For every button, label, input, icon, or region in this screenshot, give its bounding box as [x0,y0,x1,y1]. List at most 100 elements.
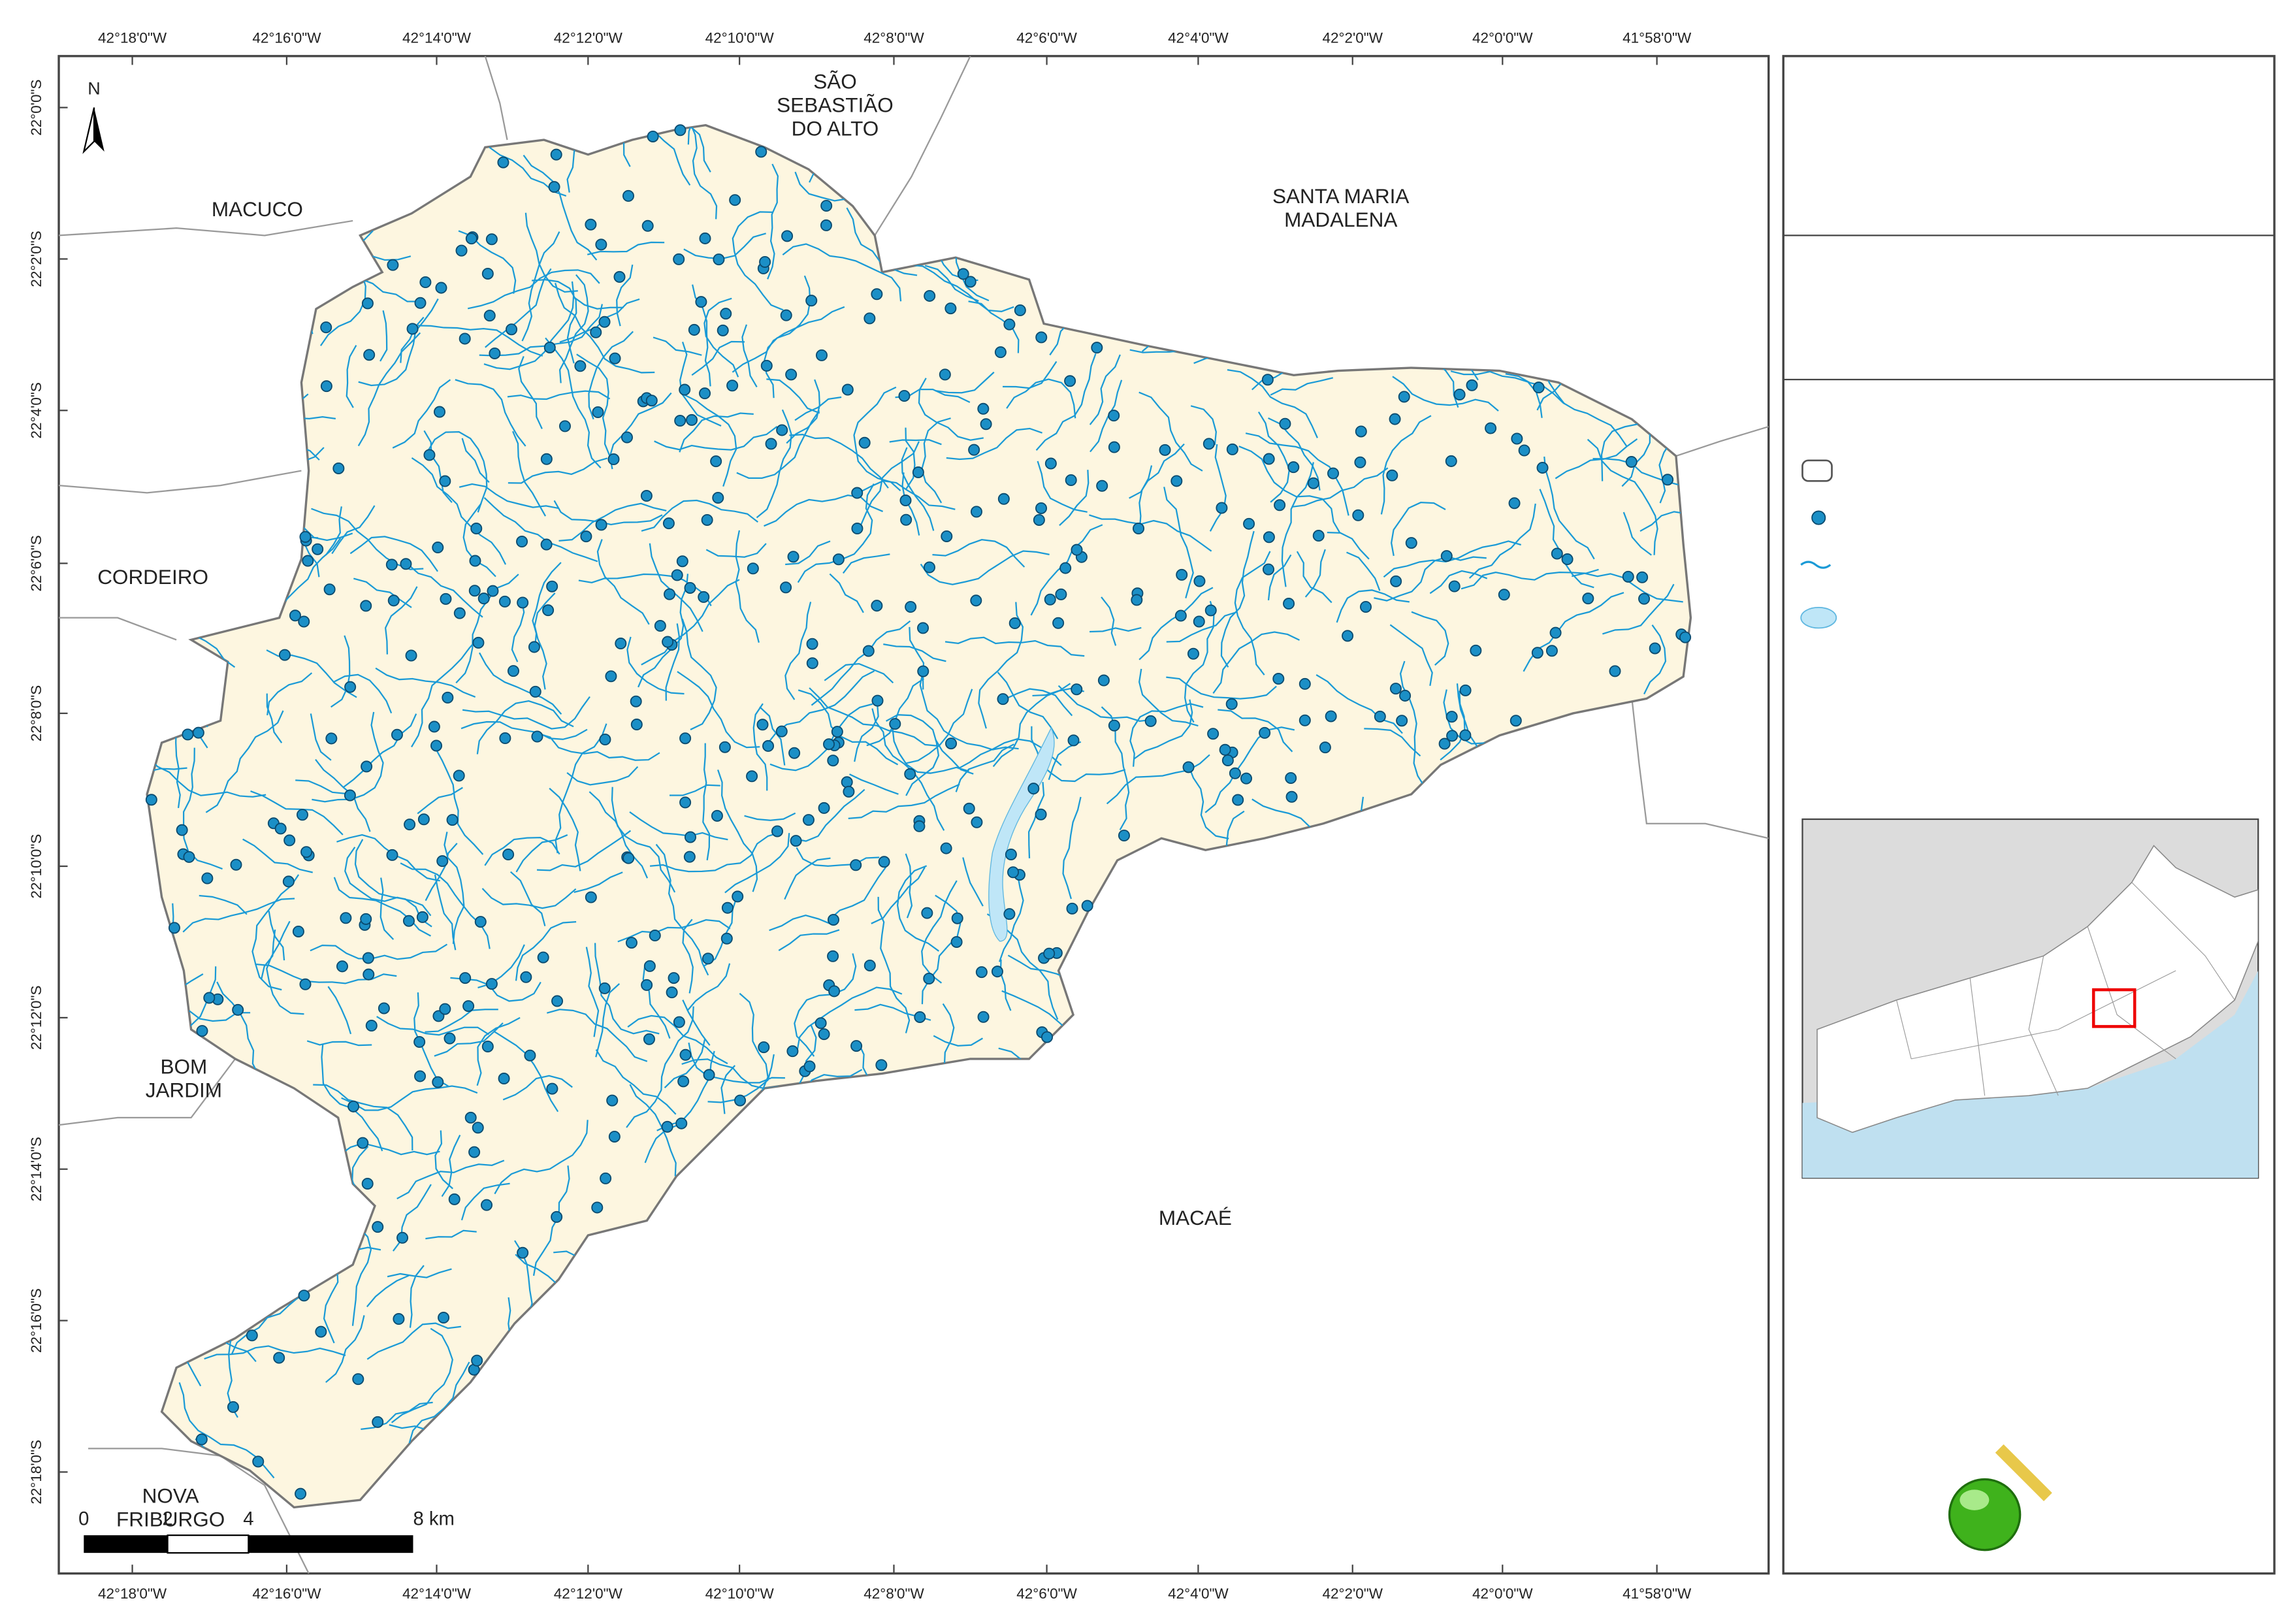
spring [1043,947,1056,960]
river [705,543,767,558]
spring [1097,674,1110,687]
spring [459,972,472,984]
spring [905,600,917,613]
spring [679,796,692,809]
spring [951,912,963,924]
river [216,981,260,1076]
spring [481,1040,494,1052]
place-label: NOVA [142,1484,199,1508]
river [1238,446,1341,534]
spring [803,1060,816,1073]
spring [717,324,729,336]
spring [360,600,372,612]
spring [347,1100,360,1112]
spring [531,730,543,743]
river [310,943,448,960]
river [411,638,479,748]
river [1090,626,1142,633]
river [555,282,655,374]
spring [806,657,818,670]
spring [1398,391,1410,403]
spring [540,453,553,465]
river [379,877,395,940]
spring [325,732,338,745]
river [1138,391,1203,472]
river [962,857,984,907]
spring [781,230,794,242]
spring [746,770,758,783]
spring [679,383,691,396]
scale-label: 0 [78,1508,89,1529]
spring [1262,563,1274,576]
spring [1649,642,1661,655]
spring [788,747,801,759]
river [1592,457,1691,528]
river [476,1016,521,1086]
lon-label: 42°2'0"W [1322,1585,1383,1602]
spring [787,551,799,563]
spring [1396,715,1408,727]
river [679,412,754,453]
river [256,964,397,984]
spring [898,389,911,402]
river [184,966,217,1038]
river [459,483,560,510]
spring [899,495,912,507]
spring [145,794,157,806]
spring [641,219,654,232]
spring [649,930,661,942]
spring [997,693,1009,706]
spring [1307,477,1319,489]
lon-label: 42°12'0"W [554,1585,623,1602]
spring [1071,544,1083,556]
spring [485,233,498,246]
spring [315,1325,327,1338]
river [1005,688,1073,717]
spring [246,1329,258,1342]
spring [1389,413,1401,425]
spring [851,487,864,499]
spring [387,259,399,271]
river [417,325,543,357]
river [691,340,745,376]
spring [1243,517,1255,530]
spring [1259,726,1271,739]
place-label: FRIBURGO [116,1508,225,1531]
spring [1131,594,1143,606]
spring [1108,719,1120,732]
river [946,427,1042,461]
spring [227,1401,239,1413]
river [594,943,660,1035]
river [905,689,973,764]
river [502,1075,573,1101]
spring [1625,456,1638,468]
spring [405,649,417,662]
spring [1096,479,1108,492]
spring [939,368,951,381]
spring [1470,644,1482,657]
river [532,279,577,364]
river [476,700,574,755]
lon-label: 42°10'0"W [705,1585,775,1602]
river [323,1246,381,1344]
spring [1445,711,1458,723]
river [784,602,812,700]
spring [673,253,685,265]
spring [438,1312,450,1324]
river [385,586,418,655]
river [595,1049,677,1115]
river [629,1084,677,1177]
spring [643,960,656,972]
spring [630,695,642,707]
place-label: BOM [160,1054,207,1078]
river [558,274,589,383]
spring [195,1433,208,1446]
lon-label: 42°18'0"W [98,30,167,46]
scale-label: 4 [243,1508,253,1529]
spring [654,620,666,632]
spring [1009,617,1021,629]
river [789,434,889,489]
spring [994,346,1007,359]
river [484,837,560,866]
spring [630,719,643,731]
